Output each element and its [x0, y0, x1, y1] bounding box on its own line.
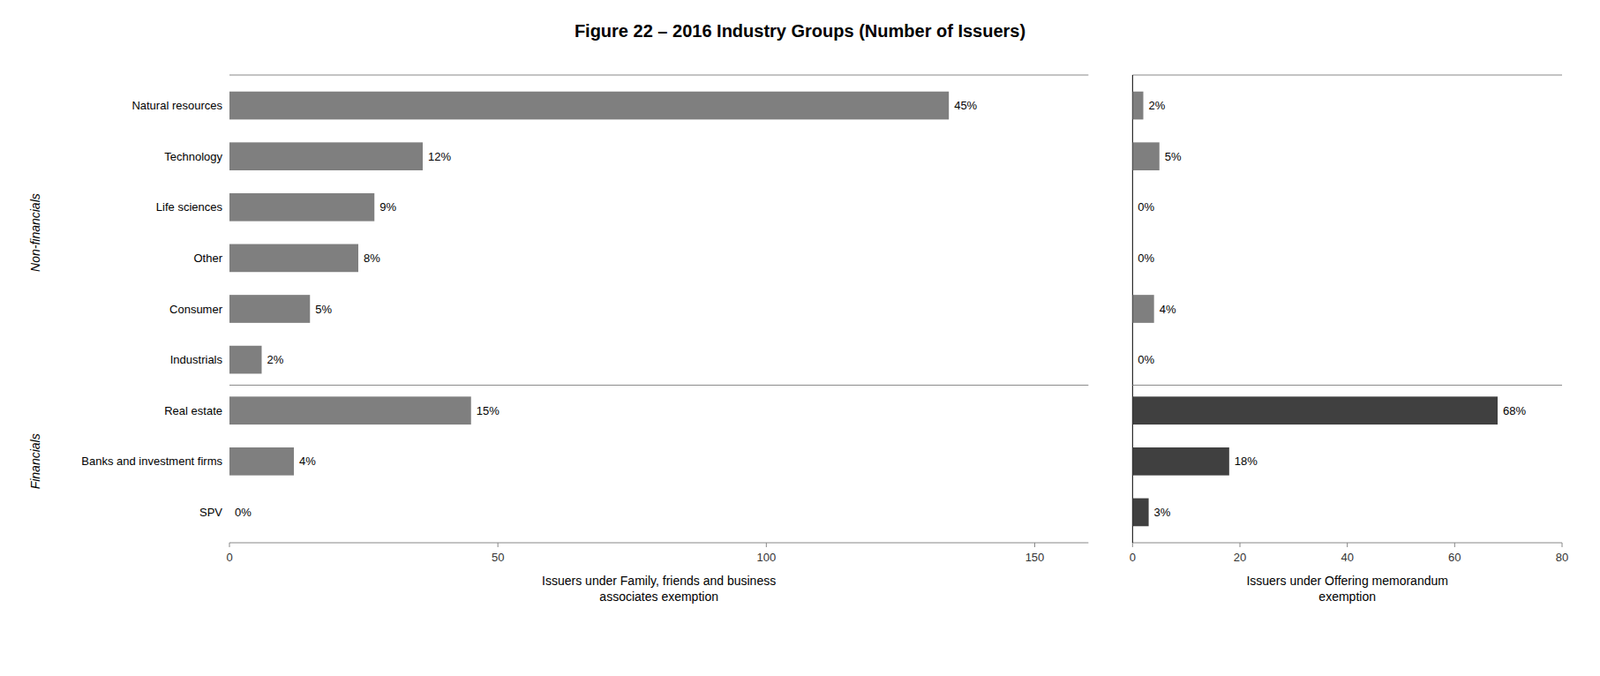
bar — [1132, 345, 1134, 375]
top-border — [229, 75, 1089, 76]
bar — [1132, 193, 1134, 222]
group-separator — [1132, 384, 1563, 386]
data-label: 8% — [363, 251, 381, 265]
data-label: 3% — [1154, 505, 1172, 519]
data-label: 12% — [428, 150, 451, 164]
data-label: 4% — [299, 454, 316, 468]
data-label: 0% — [234, 505, 252, 519]
x-tick-label: 60 — [1448, 550, 1461, 564]
x-tick-label: 20 — [1233, 550, 1247, 564]
x-tick — [1346, 542, 1348, 548]
bar — [229, 447, 294, 476]
data-label: 0% — [1137, 200, 1155, 214]
panel: 0 50 100 150 Issuers under Family, friends a… — [81, 75, 1089, 604]
x-tick — [1454, 542, 1456, 548]
x-tick-label: 0 — [1129, 550, 1136, 564]
y-tick-label: Natural resources — [131, 98, 223, 113]
x-axis-line — [229, 542, 1089, 544]
x-tick-label: 0 — [225, 550, 233, 564]
bar — [1132, 396, 1498, 425]
data-label: 5% — [1164, 150, 1182, 164]
data-label: 0% — [1137, 251, 1155, 265]
data-label: 2% — [1149, 98, 1166, 113]
bar — [229, 142, 423, 171]
x-tick-label: 150 — [1025, 550, 1045, 564]
bar — [229, 498, 231, 527]
x-tick — [229, 542, 231, 548]
bar — [1132, 447, 1230, 476]
data-label: 45% — [953, 98, 977, 113]
y-tick-label: SPV — [199, 505, 223, 519]
group-separator — [229, 384, 1089, 386]
y-tick-label: Banks and investment firms — [81, 454, 223, 468]
top-border — [1132, 75, 1563, 76]
data-label: 68% — [1502, 404, 1526, 418]
data-label: 4% — [1159, 302, 1177, 316]
data-label: 9% — [379, 200, 397, 214]
title: Figure 22 – 2016 Industry Groups (Number… — [574, 21, 1026, 41]
x-tick-label: 40 — [1340, 550, 1353, 564]
y-tick-label: Other — [193, 251, 223, 265]
chart: Figure 22 – 2016 Industry Groups (Number… — [0, 0, 1600, 676]
y-tick-label: Technology — [164, 150, 223, 164]
section-label: Non-financials — [28, 193, 43, 272]
data-label: 18% — [1234, 454, 1258, 468]
y-tick-label: Consumer — [169, 302, 224, 316]
x-tick-label: 50 — [491, 550, 504, 564]
bar — [1132, 498, 1149, 527]
y-tick-label: Life sciences — [156, 200, 224, 214]
x-tick-label: 80 — [1555, 550, 1569, 564]
x-tick — [1034, 542, 1036, 548]
data-label: 2% — [267, 353, 285, 367]
x-tick — [497, 542, 499, 548]
data-label: 15% — [476, 404, 500, 418]
x-tick — [1239, 542, 1241, 548]
bars — [229, 91, 949, 476]
bar — [229, 396, 472, 425]
panel: 0 20 40 60 80 Issuers under Offering memorand… — [1129, 75, 1570, 604]
x-axis-label: Issuers under Offering memorandumexempti… — [1246, 573, 1449, 604]
bar — [229, 345, 263, 375]
bar — [229, 294, 310, 324]
bar — [229, 91, 949, 121]
data-label: 0% — [1137, 353, 1155, 367]
x-tick-label: 100 — [756, 550, 776, 564]
bar — [229, 244, 359, 273]
bar — [1132, 294, 1154, 324]
y-tick-label: Industrials — [170, 353, 224, 367]
bars — [1132, 91, 1498, 527]
x-tick — [1562, 542, 1563, 548]
data-label: 5% — [315, 302, 332, 316]
x-axis-label: Issuers under Family, friends and busine… — [541, 573, 776, 604]
bar — [1132, 91, 1143, 121]
section-label: Financials — [28, 433, 43, 489]
x-tick — [766, 542, 767, 548]
bar — [1132, 244, 1134, 273]
bar — [229, 193, 375, 222]
bar — [1132, 142, 1159, 171]
x-tick — [1132, 542, 1134, 548]
y-tick-label: Real estate — [164, 404, 223, 418]
